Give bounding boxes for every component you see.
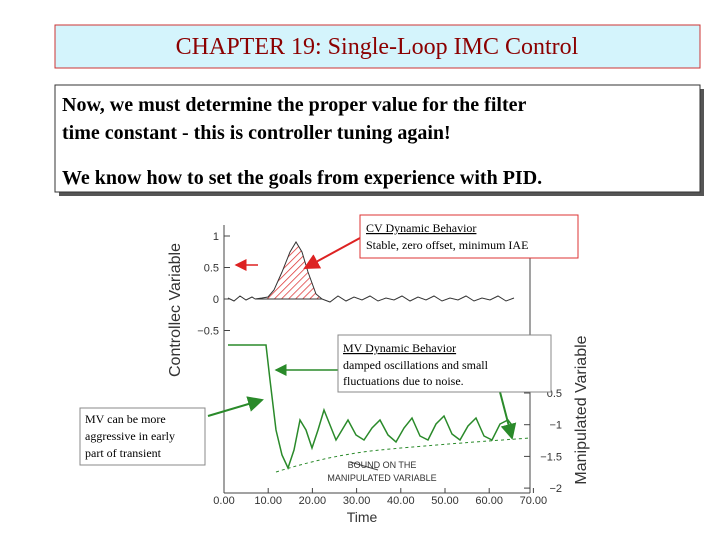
bound-label: MANIPULATED VARIABLE — [327, 473, 436, 483]
callout-text: Stable, zero offset, minimum IAE — [366, 238, 528, 252]
callout-heading: CV Dynamic Behavior — [366, 221, 476, 235]
slide-title: CHAPTER 19: Single-Loop IMC Control — [176, 34, 579, 60]
x-tick-label: 10.00 — [254, 495, 282, 507]
title-box — [54, 24, 701, 69]
x-tick-label: 60.00 — [475, 495, 503, 507]
y-tick-label: 0 — [213, 294, 219, 306]
x-tick-label: 50.00 — [431, 495, 459, 507]
bound-label: BOUND ON THE — [348, 460, 417, 470]
y2-tick-label: −1.5 — [540, 451, 562, 463]
callout-heading: MV Dynamic Behavior — [343, 341, 456, 355]
x-axis-label: Time — [347, 509, 378, 525]
body-line: time constant - this is controller tunin… — [62, 122, 451, 144]
y2-tick-label: −2 — [549, 483, 562, 495]
cv-callout — [359, 214, 579, 259]
callout-text: aggressive in early — [85, 429, 175, 443]
x-tick-label: 20.00 — [299, 495, 327, 507]
body-line: Now, we must determine the proper value … — [62, 94, 526, 116]
mv-callout — [337, 334, 552, 393]
callout-text: fluctuations due to noise. — [343, 374, 464, 388]
early-callout — [79, 407, 206, 466]
x-tick-label: 70.00 — [520, 495, 548, 507]
y-tick-label: 1 — [213, 231, 219, 243]
y-tick-label: −0.5 — [197, 326, 219, 338]
x-tick-label: 40.00 — [387, 495, 415, 507]
callout-text: part of transient — [85, 446, 162, 460]
body-line: We know how to set the goals from experi… — [62, 167, 542, 189]
callout-text: MV can be more — [85, 412, 166, 426]
callout-text: damped oscillations and small — [343, 358, 489, 372]
x-tick-label: 0.00 — [213, 495, 234, 507]
y-tick-label: 0.5 — [204, 263, 219, 275]
text-box — [54, 84, 701, 193]
x-tick-label: 30.00 — [343, 495, 371, 507]
y2-tick-label: −1 — [549, 420, 562, 432]
y-axis-label: Controllec Variable — [167, 243, 184, 377]
y2-axis-label: Manipulated Variable — [573, 335, 590, 484]
